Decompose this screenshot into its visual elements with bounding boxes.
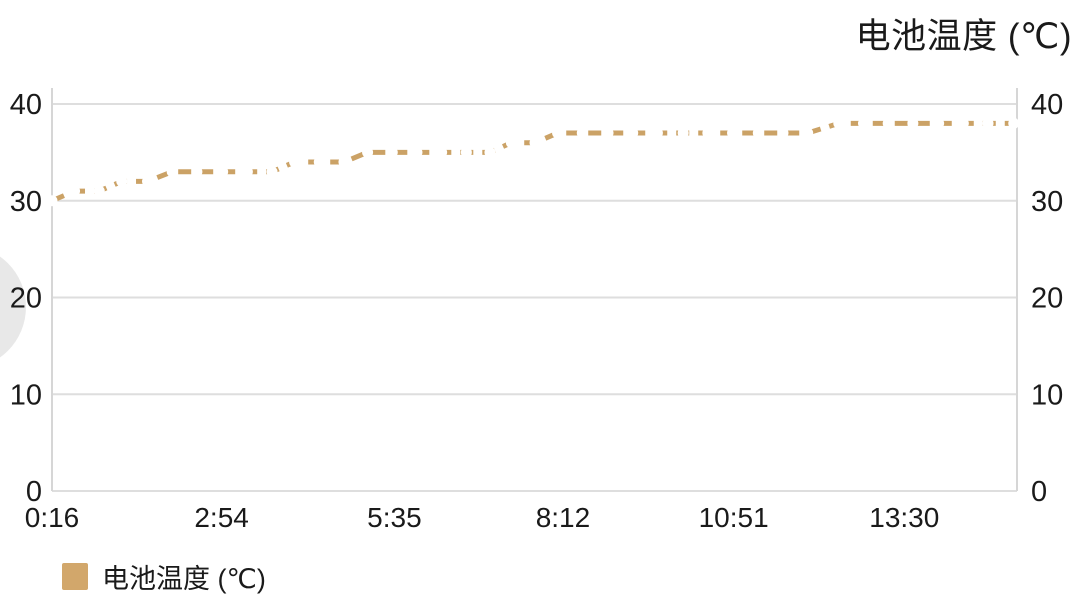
data-point-marker	[116, 175, 128, 187]
data-point-marker	[386, 146, 398, 158]
data-point-marker	[460, 146, 472, 158]
data-point-marker	[907, 117, 919, 129]
x-axis-tick-label: 13:30	[869, 502, 939, 533]
y-axis-tick-label-right: 40	[1031, 89, 1063, 121]
chart-legend: 电池温度 (℃)	[62, 557, 266, 596]
data-point-marker	[411, 146, 423, 158]
data-point-marker	[289, 156, 301, 168]
data-point-marker	[69, 185, 81, 197]
data-point-marker	[266, 166, 278, 178]
x-axis-tick-label: 8:12	[536, 502, 591, 533]
data-point-marker	[727, 127, 739, 139]
temperature-series-line	[51, 120, 1014, 204]
y-axis-tick-label-left: 0	[26, 476, 42, 508]
data-point-marker	[957, 117, 969, 129]
y-axis-tick-label-left: 20	[10, 283, 42, 315]
data-point-marker	[858, 117, 870, 129]
x-axis-tick-label: 10:51	[699, 502, 769, 533]
x-axis-tick-label: 5:35	[367, 502, 422, 533]
data-point-marker	[338, 156, 350, 168]
data-point-marker	[217, 166, 229, 178]
data-point-marker	[552, 127, 564, 139]
data-point-marker	[833, 117, 845, 129]
temperature-line-chart: 0 0 10 10 20 20 30 30 40 40 0:16 2:54 5:35 8:12 10:51 1…	[10, 88, 1063, 533]
y-axis-tick-label-left: 30	[10, 186, 42, 218]
x-axis-tick-label: 0:16	[25, 502, 80, 533]
data-point-marker	[576, 127, 588, 139]
data-point-marker	[436, 146, 448, 158]
data-point-marker	[529, 137, 541, 149]
data-point-marker	[313, 156, 325, 168]
data-point-marker	[484, 146, 496, 158]
data-point-marker	[46, 195, 58, 207]
chart-title: 电池温度 (℃)	[855, 17, 1072, 56]
data-point-marker	[651, 127, 663, 139]
y-axis-tick-label-right: 30	[1031, 186, 1063, 218]
data-point-marker	[1008, 117, 1020, 129]
y-axis-tick-label-right: 0	[1031, 476, 1047, 508]
data-point-marker	[602, 127, 614, 139]
data-point-marker	[505, 137, 517, 149]
data-point-marker	[93, 185, 105, 197]
y-axis-tick-label-left: 10	[10, 379, 42, 411]
data-point-marker	[752, 127, 764, 139]
data-point-marker	[362, 146, 374, 158]
data-point-marker	[933, 117, 945, 129]
y-axis-tick-label-right: 20	[1031, 283, 1063, 315]
data-point-marker	[241, 166, 253, 178]
data-point-marker	[777, 127, 789, 139]
x-axis-tick-label: 2:54	[194, 502, 249, 533]
data-point-marker	[702, 127, 714, 139]
data-point-marker	[166, 166, 178, 178]
y-axis-tick-label-left: 40	[10, 89, 42, 121]
legend-label: 电池温度 (℃)	[102, 564, 266, 594]
data-point-marker	[142, 175, 154, 187]
data-point-marker	[802, 127, 814, 139]
data-point-marker	[627, 127, 639, 139]
data-point-marker	[191, 166, 203, 178]
data-point-marker	[882, 117, 894, 129]
data-point-marker	[982, 117, 994, 129]
y-axis-tick-label-right: 10	[1031, 379, 1063, 411]
legend-color-swatch	[62, 563, 88, 590]
data-point-marker	[677, 127, 689, 139]
